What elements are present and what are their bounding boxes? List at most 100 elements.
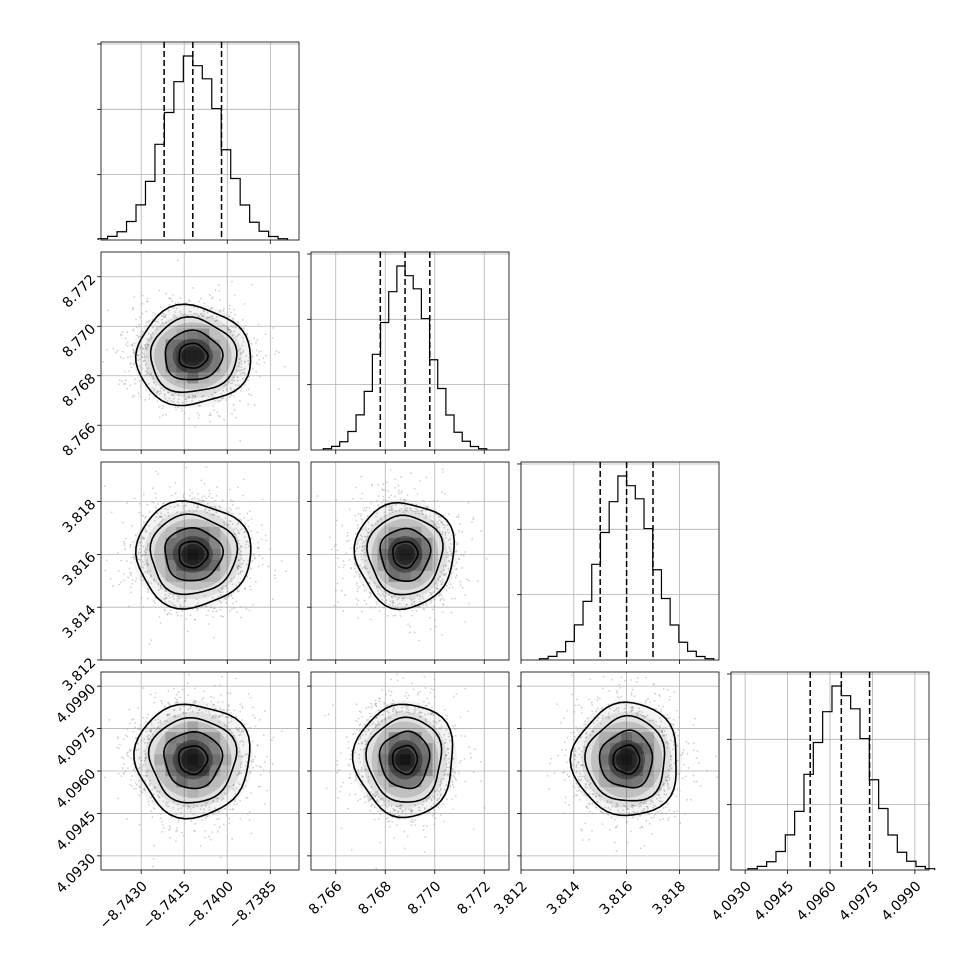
scatter-point bbox=[441, 468, 444, 471]
scatter-point bbox=[131, 579, 134, 581]
panel-frame bbox=[310, 461, 510, 661]
scatter-point bbox=[355, 547, 358, 550]
scatter-point bbox=[578, 747, 581, 750]
scatter-point bbox=[146, 549, 149, 552]
scatter-point bbox=[451, 552, 453, 555]
scatter-point bbox=[399, 804, 402, 807]
scatter-point bbox=[248, 393, 251, 395]
density-pixel bbox=[377, 754, 389, 766]
scatter-point bbox=[419, 595, 421, 598]
scatter-point bbox=[248, 375, 251, 378]
scatter-point bbox=[236, 523, 239, 526]
scatter-point bbox=[140, 349, 143, 352]
scatter-point bbox=[575, 793, 577, 796]
scatter-point bbox=[213, 823, 216, 826]
scatter-point bbox=[132, 718, 135, 720]
density-pixel bbox=[410, 537, 422, 549]
scatter-point bbox=[389, 600, 392, 603]
scatter-point bbox=[657, 790, 660, 793]
scatter-point bbox=[204, 805, 207, 807]
scatter-point bbox=[387, 821, 390, 823]
scatter-point bbox=[377, 720, 380, 723]
scatter-point bbox=[433, 605, 435, 608]
scatter-point bbox=[133, 352, 136, 355]
scatter-point bbox=[404, 812, 407, 815]
scatter-point bbox=[577, 704, 580, 707]
scatter-point bbox=[618, 697, 620, 699]
density-pixel bbox=[198, 559, 210, 571]
scatter-point bbox=[230, 717, 233, 720]
scatter-point bbox=[392, 710, 394, 713]
scatter-point bbox=[254, 580, 257, 583]
density-pixel bbox=[165, 537, 177, 549]
contour-level-4 bbox=[133, 703, 251, 820]
scatter-point bbox=[194, 812, 197, 815]
scatter-point bbox=[151, 386, 154, 389]
scatter-point bbox=[699, 785, 702, 787]
scatter-point bbox=[362, 545, 365, 547]
density-pixel bbox=[176, 548, 188, 560]
scatter-point bbox=[665, 779, 668, 782]
scatter-point bbox=[430, 599, 433, 602]
scatter-point bbox=[652, 804, 655, 807]
scatter-point bbox=[225, 399, 228, 402]
scatter-point bbox=[384, 595, 386, 598]
scatter-point bbox=[166, 714, 169, 717]
scatter-point bbox=[261, 563, 264, 566]
scatter-point bbox=[176, 600, 179, 602]
scatter-point bbox=[369, 591, 372, 594]
scatter-point bbox=[143, 775, 145, 777]
scatter-point bbox=[615, 850, 618, 852]
scatter-point bbox=[419, 715, 422, 718]
scatter-point bbox=[248, 510, 251, 513]
scatter-point bbox=[141, 536, 144, 538]
scatter-point bbox=[240, 518, 243, 521]
scatter-point bbox=[442, 523, 444, 526]
scatter-point bbox=[581, 764, 584, 766]
scatter-point bbox=[406, 494, 409, 496]
density-panel-4-2 bbox=[307, 671, 510, 874]
scatter-point bbox=[165, 590, 167, 593]
scatter-point bbox=[134, 558, 136, 560]
scatter-point bbox=[585, 806, 588, 808]
scatter-point bbox=[405, 711, 408, 713]
scatter-point bbox=[449, 785, 451, 788]
scatter-point bbox=[235, 677, 237, 680]
scatter-point bbox=[400, 492, 403, 495]
scatter-point bbox=[474, 748, 476, 751]
scatter-point bbox=[432, 725, 435, 728]
scatter-point bbox=[176, 698, 178, 701]
scatter-point bbox=[583, 775, 586, 778]
scatter-point bbox=[194, 394, 197, 397]
scatter-point bbox=[388, 508, 390, 511]
scatter-point bbox=[242, 755, 245, 757]
scatter-point bbox=[432, 500, 435, 503]
scatter-point bbox=[192, 701, 195, 704]
density-pixel bbox=[399, 570, 411, 582]
scatter-point bbox=[173, 316, 175, 319]
scatter-point bbox=[672, 718, 675, 721]
scatter-point bbox=[686, 752, 689, 755]
scatter-point bbox=[219, 708, 222, 710]
scatter-point bbox=[573, 754, 576, 757]
scatter-point bbox=[450, 798, 453, 801]
scatter-point bbox=[365, 768, 367, 771]
scatter-point bbox=[150, 727, 153, 730]
scatter-point bbox=[206, 815, 209, 818]
scatter-point bbox=[219, 399, 222, 402]
scatter-point bbox=[145, 756, 148, 759]
scatter-point bbox=[392, 509, 395, 512]
scatter-point bbox=[123, 544, 126, 547]
scatter-point bbox=[207, 609, 210, 612]
density-fill bbox=[395, 543, 415, 565]
scatter-point bbox=[231, 808, 234, 811]
scatter-point bbox=[275, 350, 278, 353]
scatter-point bbox=[209, 420, 212, 423]
scatter-point bbox=[396, 672, 398, 675]
scatter-point bbox=[230, 731, 233, 734]
scatter-point bbox=[395, 709, 397, 712]
scatter-point bbox=[144, 789, 147, 792]
scatter-point bbox=[674, 731, 676, 734]
scatter-point bbox=[137, 392, 140, 395]
scatter-point bbox=[443, 514, 445, 517]
